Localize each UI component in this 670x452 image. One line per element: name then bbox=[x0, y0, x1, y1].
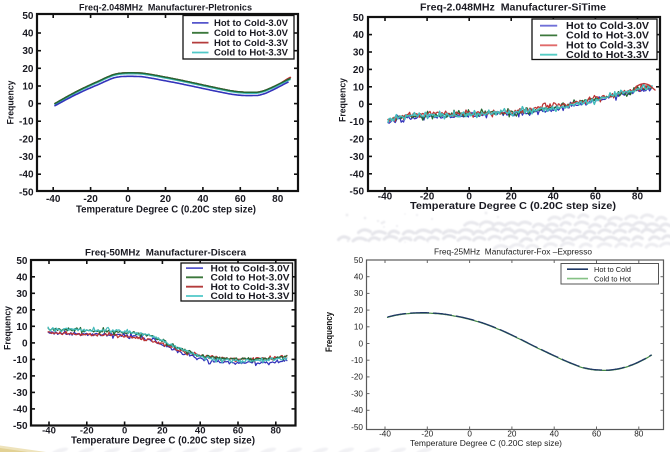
svg-text:-40: -40 bbox=[46, 194, 61, 205]
svg-text:-20: -20 bbox=[351, 373, 363, 382]
svg-text:Cold to Hot-3.3V: Cold to Hot-3.3V bbox=[566, 50, 649, 61]
svg-text:0: 0 bbox=[22, 338, 28, 349]
svg-text:Temperature Degree C (0.20C st: Temperature Degree C (0.20C step size) bbox=[76, 205, 256, 216]
svg-text:60: 60 bbox=[233, 426, 244, 437]
svg-text:0: 0 bbox=[466, 192, 472, 203]
svg-text:80: 80 bbox=[634, 429, 644, 438]
svg-text:30: 30 bbox=[22, 46, 34, 57]
svg-text:0: 0 bbox=[125, 194, 131, 205]
svg-text:10: 10 bbox=[16, 322, 28, 333]
svg-text:-40: -40 bbox=[378, 192, 393, 203]
svg-text:Hot to Cold-3.3V: Hot to Cold-3.3V bbox=[214, 38, 289, 49]
svg-text:10: 10 bbox=[22, 81, 34, 92]
svg-text:20: 20 bbox=[160, 194, 172, 205]
svg-text:-40: -40 bbox=[13, 404, 28, 415]
svg-text:-50: -50 bbox=[13, 421, 28, 432]
svg-text:Hot to Cold-3.3V: Hot to Cold-3.3V bbox=[211, 282, 291, 293]
svg-text:80: 80 bbox=[271, 426, 282, 437]
svg-text:0: 0 bbox=[28, 99, 34, 110]
svg-text:-20: -20 bbox=[13, 371, 28, 382]
svg-text:40: 40 bbox=[16, 272, 28, 283]
svg-text:Frequency: Frequency bbox=[3, 305, 14, 350]
svg-text:Freq-25MHz Manufacturer-Fox –: Freq-25MHz Manufacturer-Fox –Expresso bbox=[434, 247, 592, 257]
svg-text:10: 10 bbox=[353, 82, 365, 93]
svg-text:40: 40 bbox=[197, 194, 209, 205]
svg-text:30: 30 bbox=[353, 48, 365, 59]
svg-text:50: 50 bbox=[16, 256, 28, 267]
svg-text:80: 80 bbox=[272, 194, 284, 205]
svg-text:Hot to Cold-3.0V: Hot to Cold-3.0V bbox=[214, 18, 289, 29]
svg-text:-20: -20 bbox=[350, 134, 365, 145]
svg-text:Cold to Hot: Cold to Hot bbox=[594, 274, 632, 283]
svg-text:50: 50 bbox=[354, 256, 364, 265]
svg-text:50: 50 bbox=[22, 11, 34, 22]
svg-text:-40: -40 bbox=[379, 429, 391, 438]
svg-text:-20: -20 bbox=[420, 192, 435, 203]
svg-text:Cold to Hot-3.0V: Cold to Hot-3.0V bbox=[566, 31, 649, 42]
svg-text:Temperature Degree C (0.20C st: Temperature Degree C (0.20C step size) bbox=[71, 436, 255, 447]
svg-text:-10: -10 bbox=[351, 356, 363, 365]
svg-text:60: 60 bbox=[590, 192, 602, 203]
svg-text:-40: -40 bbox=[19, 170, 34, 181]
svg-text:-10: -10 bbox=[13, 355, 28, 366]
svg-text:50: 50 bbox=[353, 13, 365, 24]
svg-text:-50: -50 bbox=[351, 423, 363, 432]
svg-text:40: 40 bbox=[353, 30, 365, 41]
svg-text:20: 20 bbox=[16, 305, 28, 316]
svg-text:-20: -20 bbox=[421, 429, 433, 438]
svg-text:20: 20 bbox=[353, 65, 365, 76]
svg-text:60: 60 bbox=[592, 429, 602, 438]
svg-text:20: 20 bbox=[506, 192, 518, 203]
svg-text:30: 30 bbox=[16, 289, 28, 300]
svg-text:Cold to Hot-3.3V: Cold to Hot-3.3V bbox=[211, 291, 291, 302]
svg-text:-40: -40 bbox=[351, 406, 363, 415]
svg-text:40: 40 bbox=[354, 273, 364, 282]
svg-text:40: 40 bbox=[548, 192, 560, 203]
svg-text:Hot to Cold: Hot to Cold bbox=[594, 265, 631, 274]
svg-text:Cold to Hot-3.3V: Cold to Hot-3.3V bbox=[214, 48, 289, 59]
svg-text:40: 40 bbox=[22, 29, 34, 40]
svg-text:-10: -10 bbox=[350, 117, 365, 128]
svg-text:-30: -30 bbox=[19, 152, 34, 163]
svg-text:40: 40 bbox=[550, 429, 560, 438]
svg-text:0: 0 bbox=[358, 100, 364, 111]
svg-text:-40: -40 bbox=[42, 426, 56, 437]
svg-text:-30: -30 bbox=[351, 389, 363, 398]
svg-text:Freq-2.048MHz Manufacturer-Pl: Freq-2.048MHz Manufacturer-Pletronics bbox=[79, 3, 252, 14]
svg-text:Freq-2.048MHz Manufacturer-Si: Freq-2.048MHz Manufacturer-SiTime bbox=[420, 3, 607, 14]
svg-text:-20: -20 bbox=[80, 426, 94, 437]
svg-text:Frequency: Frequency bbox=[338, 77, 349, 122]
svg-text:0: 0 bbox=[358, 339, 363, 348]
svg-text:Freq-50MHz Manufacturer-Disce: Freq-50MHz Manufacturer-Discera bbox=[85, 248, 247, 259]
svg-text:-50: -50 bbox=[350, 187, 365, 198]
svg-text:60: 60 bbox=[235, 194, 247, 205]
svg-text:30: 30 bbox=[354, 289, 364, 298]
svg-text:40: 40 bbox=[195, 426, 206, 437]
svg-text:20: 20 bbox=[507, 429, 517, 438]
svg-text:-40: -40 bbox=[350, 169, 365, 180]
svg-text:20: 20 bbox=[22, 64, 34, 75]
svg-text:Cold to Hot-3.0V: Cold to Hot-3.0V bbox=[211, 273, 291, 284]
svg-text:-30: -30 bbox=[13, 388, 28, 399]
svg-text:Frequency: Frequency bbox=[324, 312, 334, 352]
svg-text:20: 20 bbox=[157, 426, 168, 437]
svg-text:Temperature Degree C (0.20C st: Temperature Degree C (0.20C step size) bbox=[410, 201, 616, 212]
svg-text:80: 80 bbox=[632, 192, 644, 203]
svg-text:Hot to Cold-3.3V: Hot to Cold-3.3V bbox=[566, 41, 649, 52]
svg-text:-50: -50 bbox=[19, 187, 34, 198]
svg-text:10: 10 bbox=[354, 323, 364, 332]
svg-text:Hot to Cold-3.0V: Hot to Cold-3.0V bbox=[211, 263, 291, 274]
svg-text:-30: -30 bbox=[350, 152, 365, 163]
svg-text:Hot to Cold-3.0V: Hot to Cold-3.0V bbox=[566, 21, 649, 32]
svg-text:-20: -20 bbox=[83, 194, 98, 205]
svg-text:0: 0 bbox=[122, 426, 127, 437]
svg-text:Frequency: Frequency bbox=[6, 80, 17, 125]
svg-text:0: 0 bbox=[467, 429, 472, 438]
svg-text:-20: -20 bbox=[19, 134, 34, 145]
svg-text:20: 20 bbox=[354, 306, 364, 315]
svg-text:-10: -10 bbox=[19, 117, 34, 128]
svg-text:Cold to Hot-3.0V: Cold to Hot-3.0V bbox=[214, 28, 289, 39]
svg-text:Temperature Degree C (0.20C st: Temperature Degree C (0.20C step size) bbox=[410, 438, 562, 448]
